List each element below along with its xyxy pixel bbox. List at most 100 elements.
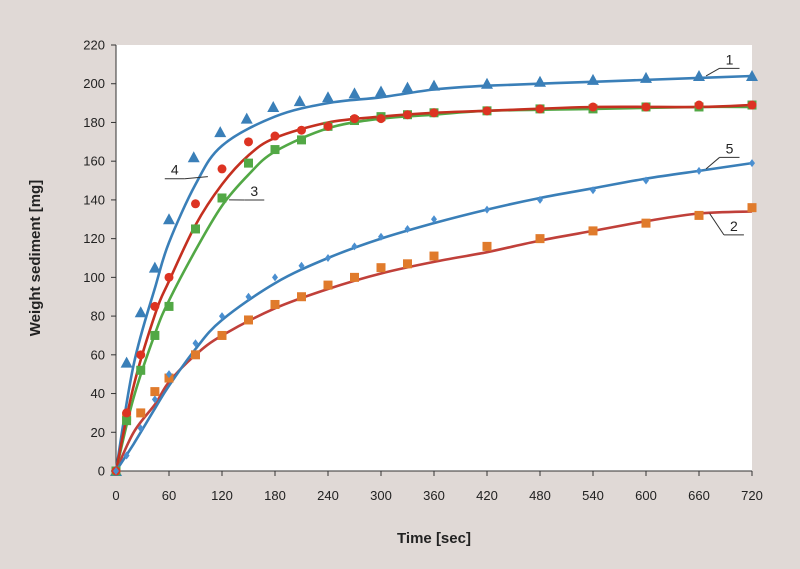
y-tick-label: 220 [83,38,105,53]
data-point-series-4 [535,104,545,114]
x-axis-title: Time [sec] [397,530,471,547]
data-point-series-1 [481,77,493,89]
data-point-series-3 [244,158,253,168]
data-point-series-4 [150,301,160,311]
data-markers [110,69,758,476]
data-point-series-1 [187,151,200,163]
data-point-series-4 [323,121,333,131]
data-point-series-5 [643,176,649,185]
data-point-series-3 [270,145,280,155]
data-point-series-1 [240,112,253,124]
x-tick-label: 720 [741,488,763,503]
data-point-series-5 [378,232,384,241]
data-point-series-1 [746,69,758,81]
y-tick-label: 100 [83,270,105,285]
data-point-series-2 [323,280,333,290]
data-point-series-2 [588,226,598,236]
data-point-series-2 [535,234,545,244]
data-point-series-5 [298,261,305,270]
data-point-series-4 [164,272,174,282]
data-point-series-2 [270,299,280,309]
data-point-series-5 [151,395,158,404]
x-tick-label: 60 [162,488,176,503]
data-point-series-4 [244,137,253,147]
annotation-leader-1 [705,67,720,77]
data-point-series-1 [693,69,705,81]
data-point-series-3 [150,330,160,340]
data-point-series-3 [217,193,227,203]
x-tick-label: 420 [476,488,498,503]
data-point-series-3 [297,135,306,145]
y-tick-label: 160 [83,154,105,169]
data-point-series-4 [191,199,200,209]
data-point-series-1 [375,85,387,97]
data-point-series-2 [136,408,146,418]
annotation-label-1: 1 [726,51,734,67]
data-point-series-2 [403,259,412,269]
data-point-series-1 [120,356,133,368]
y-tick-label: 120 [83,231,105,246]
data-point-series-5 [245,292,252,301]
data-point-series-2 [482,241,492,251]
data-point-series-4 [694,100,704,110]
data-point-series-1 [322,91,334,103]
data-point-series-2 [694,210,704,220]
data-point-series-4 [122,408,132,418]
annotation-leader-2 [709,213,725,236]
data-point-series-1 [163,213,175,225]
data-point-series-2 [217,330,227,340]
annotation-label-5: 5 [726,140,734,156]
annotation-leader-5 [705,157,720,170]
y-tick-label: 80 [91,309,105,324]
annotation-label-2: 2 [730,218,738,234]
y-tick-label: 0 [98,464,105,479]
x-tick-label: 240 [317,488,339,503]
data-point-series-5 [219,312,225,321]
x-tick-label: 660 [688,488,710,503]
data-point-series-5 [404,224,411,233]
data-point-series-1 [534,75,546,87]
data-point-series-1 [428,79,440,91]
y-tick-label: 20 [91,425,105,440]
curve-annotations: 1 5 2 4 3 [164,51,744,236]
data-point-series-4 [217,164,227,174]
data-point-series-2 [297,292,306,302]
x-tick-label: 600 [635,488,657,503]
x-tick-label: 360 [423,488,445,503]
data-point-series-4 [641,102,651,112]
x-tick-label: 480 [529,488,551,503]
y-tick-label: 140 [83,192,105,207]
data-point-series-2 [641,218,651,228]
data-point-series-3 [122,416,132,426]
x-tick-label: 120 [211,488,233,503]
data-point-series-2 [350,272,359,282]
data-point-series-5 [272,273,278,282]
data-point-series-5 [431,215,437,224]
data-point-series-1 [134,306,147,318]
x-tick-label: 540 [582,488,604,503]
data-point-series-4 [429,108,439,118]
data-point-series-5 [113,467,119,475]
fit-line-5 [114,161,753,472]
data-point-series-1 [148,261,161,273]
data-point-series-4 [297,125,306,135]
data-point-series-2 [244,315,253,325]
data-point-series-3 [164,301,174,311]
data-point-series-5 [537,195,543,204]
data-point-series-2 [191,350,200,360]
data-point-series-1 [348,87,361,99]
data-point-series-5 [351,242,358,251]
data-point-series-1 [214,126,227,138]
data-point-series-2 [429,251,439,261]
data-point-series-3 [136,365,146,375]
data-point-series-5 [590,186,596,195]
x-tick-label: 0 [112,488,119,503]
y-tick-label: 200 [83,76,105,91]
data-point-series-1 [293,95,306,107]
y-tick-label: 60 [91,347,105,362]
data-point-series-4 [136,350,146,360]
fit-line-3 [114,105,753,472]
data-point-series-3 [191,224,200,234]
data-point-series-1 [267,100,280,112]
